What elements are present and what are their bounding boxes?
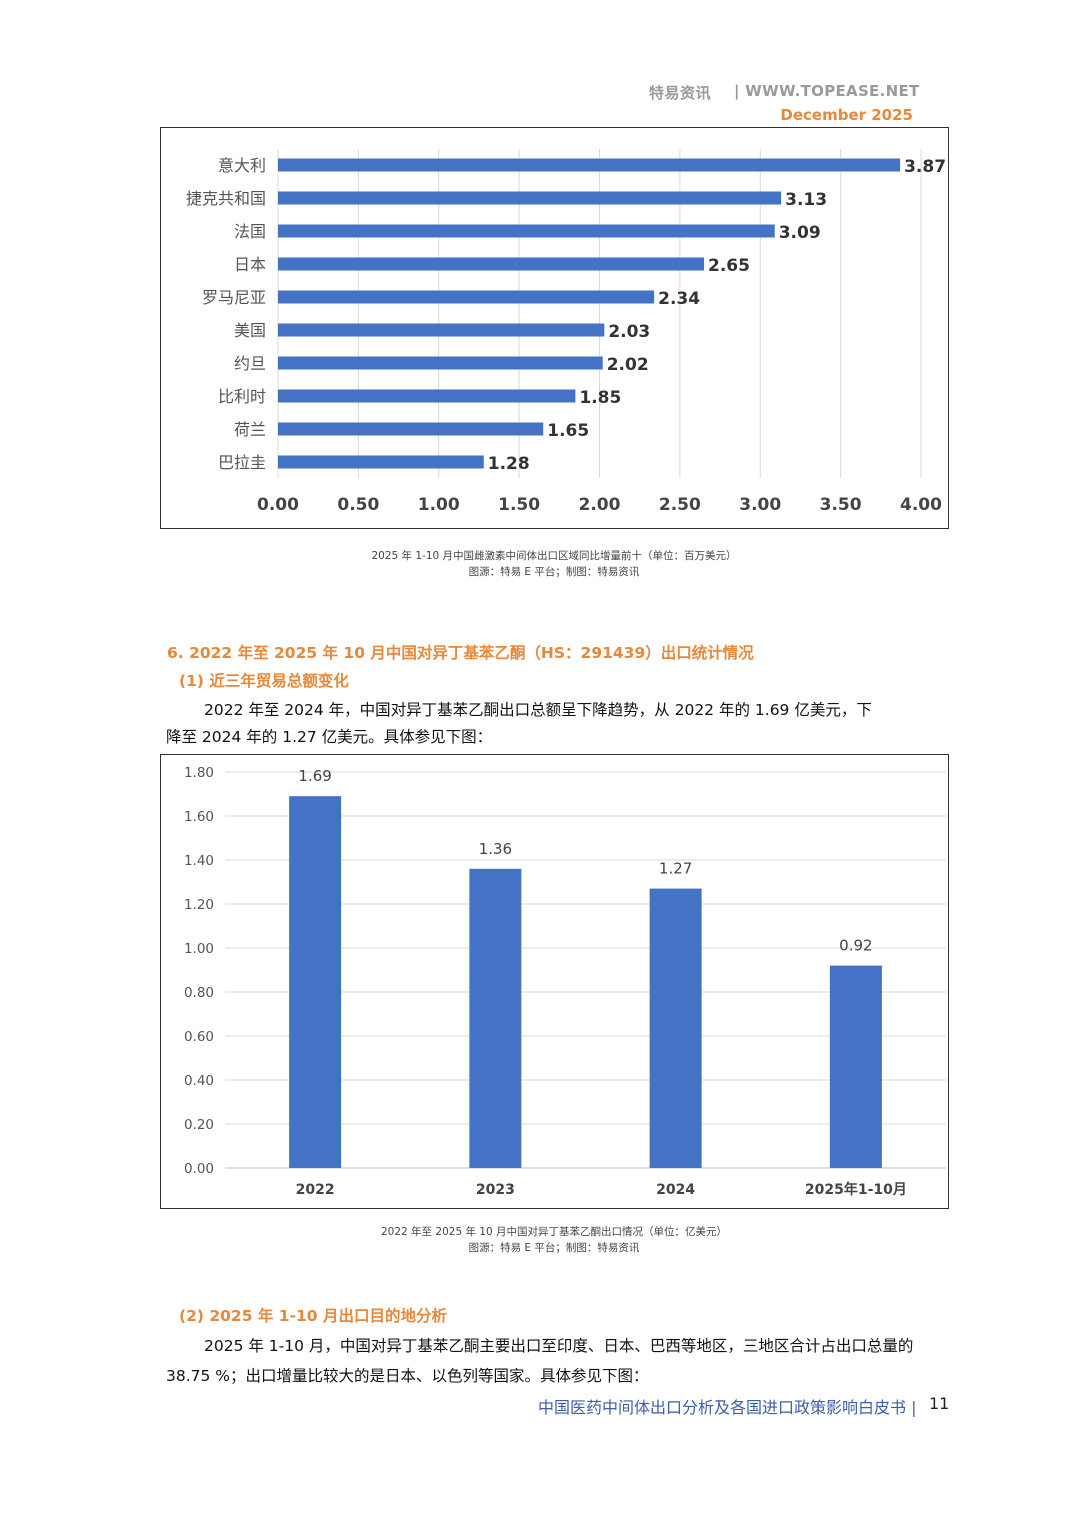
chart1-frame: 0.00 0.50 1.00 1.50 2.00 2.50 3.00 3.50 4.00 意大利 3… (160, 127, 949, 529)
chart1-category-label: 巴拉圭 (218, 453, 266, 472)
chart2-bar (829, 965, 882, 1168)
section6-para2-line1: 2025 年 1-10 月，中国对异丁基苯乙酮主要出口至印度、日本、巴西等地区，… (204, 1337, 914, 1355)
chart2-tick-label: 1.40 (184, 853, 214, 869)
chart1-category-label: 约旦 (234, 354, 266, 373)
chart1-bar (278, 224, 775, 238)
section6-para1-line2: 降至 2024 年的 1.27 亿美元。具体参见下图： (166, 728, 493, 746)
chart1-bar (278, 290, 655, 304)
chart1-value-label: 2.02 (607, 355, 649, 375)
chart2-category-label: 2022 (296, 1182, 335, 1198)
chart2-value-label: 1.36 (479, 840, 512, 858)
chart2-tick-label: 0.60 (184, 1029, 214, 1045)
chart2-category-label: 2025年1-10月 (805, 1181, 907, 1198)
chart1-bar (278, 158, 901, 172)
chart2-tick-label: 0.80 (184, 985, 214, 1001)
chart1-bar (278, 356, 603, 370)
chart1-category-label: 意大利 (218, 156, 266, 175)
chart1-caption-line2: 图源：特易 E 平台；制图：特易资讯 (468, 566, 640, 578)
chart1-value-label: 2.03 (608, 322, 650, 342)
chart1-bar (278, 455, 484, 469)
chart1-category-label: 日本 (234, 255, 266, 274)
chart1-value-label: 3.13 (785, 190, 827, 210)
chart1-value-label: 2.34 (658, 289, 700, 309)
chart1-tick-label: 1.00 (418, 495, 460, 515)
header-brand: 特易资讯 (649, 84, 712, 102)
chart1-bar (278, 389, 576, 403)
chart1-value-label: 1.28 (488, 454, 530, 474)
chart2-category-label: 2024 (656, 1182, 695, 1198)
chart1-category-label: 捷克共和国 (186, 189, 266, 208)
chart1-bar (278, 191, 782, 205)
chart2-tick-label: 1.60 (184, 809, 214, 825)
footer-page-number: 11 (929, 1394, 950, 1413)
footer-title: 中国医药中间体出口分析及各国进口政策影响白皮书 | (538, 1398, 917, 1417)
chart2-value-label: 1.27 (659, 860, 692, 878)
chart2-bar (289, 796, 342, 1168)
chart2-caption: 2022 年至 2025 年 10 月中国对异丁基苯乙酮出口情况（单位：亿美元）… (160, 1224, 948, 1256)
chart1-tick-label: 2.00 (579, 495, 621, 515)
chart1-svg: 0.00 0.50 1.00 1.50 2.00 2.50 3.00 3.50 4.00 意大利 3… (186, 149, 946, 515)
chart1-value-label: 1.85 (579, 388, 621, 408)
chart2-frame: 0.00 0.20 0.40 0.60 0.80 1.00 1.20 1.40 1.60 1.80… (160, 754, 949, 1209)
chart2-category-label: 2023 (476, 1182, 515, 1198)
chart2-tick-label: 1.20 (184, 897, 214, 913)
chart1-tick-label: 3.50 (820, 495, 862, 515)
chart1-bar (278, 257, 704, 271)
chart1-tick-label: 3.00 (739, 495, 781, 515)
chart1-category-label: 法国 (234, 222, 266, 241)
chart2-bar (469, 868, 522, 1168)
section6-sub2: (2) 2025 年 1-10 月出口目的地分析 (179, 1307, 447, 1325)
chart2-bar (649, 888, 702, 1168)
chart1-caption-line1: 2025 年 1-10 月中国雌激素中间体出口区域同比增量前十（单位：百万美元） (371, 550, 737, 562)
chart1-bar (278, 323, 605, 337)
header-site[interactable]: | WWW.TOPEASE.NET (734, 82, 920, 100)
chart2-value-label: 0.92 (839, 937, 872, 955)
chart2-tick-label: 0.40 (184, 1073, 214, 1089)
chart2-tick-label: 0.00 (184, 1161, 214, 1177)
chart1-category-label: 比利时 (218, 387, 266, 406)
chart2-caption-line2: 图源：特易 E 平台；制图：特易资讯 (468, 1242, 640, 1254)
chart2-value-label: 1.69 (298, 767, 331, 785)
chart1-value-label: 1.65 (547, 421, 589, 441)
chart1-tick-label: 4.00 (900, 495, 942, 515)
chart1-value-label: 2.65 (708, 256, 750, 276)
chart1-tick-label: 0.50 (337, 495, 379, 515)
section6-sub1: (1) 近三年贸易总额变化 (179, 672, 349, 690)
chart2-caption-line1: 2022 年至 2025 年 10 月中国对异丁基苯乙酮出口情况（单位：亿美元） (381, 1226, 727, 1238)
chart1-value-label: 3.09 (779, 223, 821, 243)
section6-para2-line2: 38.75 %；出口增量比较大的是日本、以色列等国家。具体参见下图： (166, 1367, 649, 1385)
chart1-category-label: 罗马尼亚 (202, 288, 266, 307)
chart2-tick-label: 0.20 (184, 1117, 214, 1133)
chart1-bar (278, 422, 544, 436)
chart1-caption: 2025 年 1-10 月中国雌激素中间体出口区域同比增量前十（单位：百万美元）… (160, 548, 948, 580)
chart2-svg: 0.00 0.20 0.40 0.60 0.80 1.00 1.20 1.40 1.60 1.80… (184, 765, 946, 1198)
chart2-tick-label: 1.80 (184, 765, 214, 781)
chart2-tick-label: 1.00 (184, 941, 214, 957)
section6-title: 6. 2022 年至 2025 年 10 月中国对异丁基苯乙酮（HS：29143… (167, 644, 754, 662)
chart1-tick-label: 2.50 (659, 495, 701, 515)
chart1-tick-label: 0.00 (257, 495, 299, 515)
section6-para1-line1: 2022 年至 2024 年，中国对异丁基苯乙酮出口总额呈下降趋势，从 2022… (204, 701, 872, 719)
chart1-value-label: 3.87 (904, 157, 946, 177)
chart1-category-label: 荷兰 (234, 420, 266, 439)
chart1-tick-label: 1.50 (498, 495, 540, 515)
chart1-category-label: 美国 (234, 321, 266, 340)
header-date: December 2025 (780, 106, 913, 124)
